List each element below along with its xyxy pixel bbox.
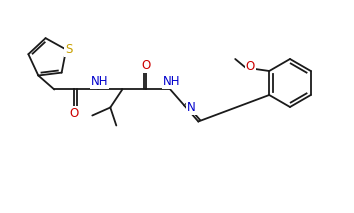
Text: S: S bbox=[65, 43, 73, 56]
Text: NH: NH bbox=[162, 75, 180, 88]
Text: O: O bbox=[70, 107, 79, 120]
Text: N: N bbox=[187, 101, 196, 114]
Text: NH: NH bbox=[91, 75, 108, 88]
Text: O: O bbox=[246, 60, 255, 73]
Text: O: O bbox=[142, 59, 151, 72]
